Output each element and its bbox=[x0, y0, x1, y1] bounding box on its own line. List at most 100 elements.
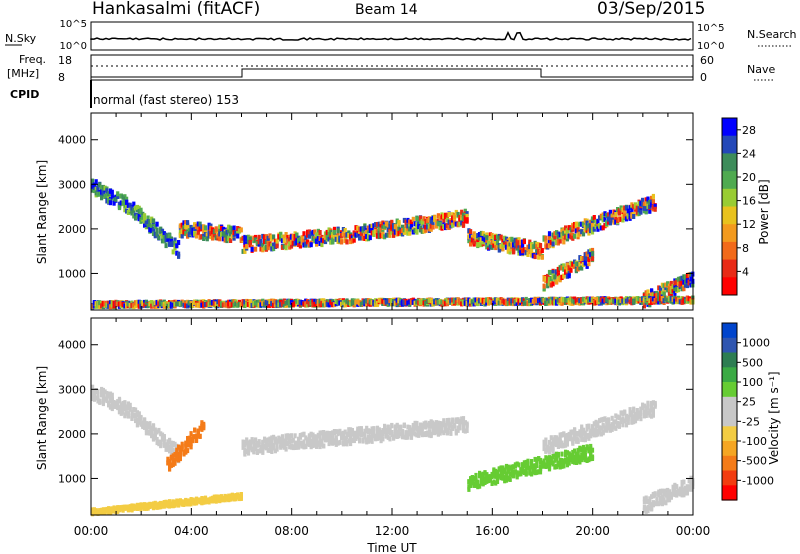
scatter-cell bbox=[223, 302, 227, 308]
scatter-cell bbox=[220, 226, 224, 231]
scatter-cell bbox=[678, 486, 682, 492]
scatter-cell bbox=[205, 232, 209, 238]
scatter-cell bbox=[499, 465, 503, 471]
scatter-cell bbox=[411, 229, 415, 235]
scatter-cell bbox=[562, 236, 566, 241]
scatter-cell bbox=[633, 412, 638, 418]
scatter-cell bbox=[547, 280, 552, 286]
colorbar-tick-label: 28 bbox=[742, 124, 756, 137]
scatter-cell bbox=[379, 227, 383, 233]
scatter-cell bbox=[504, 236, 509, 242]
scatter-cell bbox=[323, 437, 328, 443]
scatter-cell bbox=[404, 434, 408, 440]
scatter-cell bbox=[366, 428, 371, 434]
scatter-cell bbox=[444, 301, 448, 307]
scatter-cell bbox=[608, 427, 612, 433]
scatter-cell bbox=[415, 225, 419, 231]
scatter-cell bbox=[386, 301, 390, 307]
scatter-cell bbox=[411, 426, 415, 431]
scatter-cell bbox=[644, 209, 648, 215]
scatter-cell bbox=[546, 457, 550, 463]
scatter-cell bbox=[135, 214, 139, 220]
scatter-cell bbox=[422, 216, 426, 222]
scatter-cell bbox=[594, 219, 598, 225]
scatter-cell bbox=[621, 213, 625, 219]
scatter-cell bbox=[578, 261, 582, 267]
scatter-cell bbox=[653, 203, 657, 209]
scatter-cell bbox=[564, 433, 568, 439]
scatter-cell bbox=[467, 238, 471, 244]
scatter-cell bbox=[375, 233, 380, 239]
scatter-cell bbox=[243, 447, 247, 453]
scatter-cell bbox=[544, 301, 548, 306]
scatter-cell bbox=[404, 431, 408, 437]
scatter-cell bbox=[184, 440, 188, 446]
scatter-cell bbox=[289, 299, 294, 305]
scatter-cell bbox=[96, 191, 100, 197]
scatter-cell bbox=[291, 240, 295, 246]
scatter-cell bbox=[322, 298, 326, 304]
scatter-cell bbox=[424, 432, 428, 438]
scatter-cell bbox=[657, 285, 661, 291]
scatter-cell bbox=[263, 245, 267, 251]
scatter-cell bbox=[456, 427, 460, 433]
scatter-cell bbox=[155, 231, 159, 237]
scatter-cell bbox=[630, 202, 634, 208]
scatter-cell bbox=[642, 499, 646, 505]
scatter-cell bbox=[567, 457, 571, 463]
scatter-cell bbox=[177, 444, 181, 450]
scatter-cell bbox=[494, 234, 498, 240]
scatter-cell bbox=[467, 300, 471, 306]
scatter-cell bbox=[180, 233, 184, 239]
scatter-cell bbox=[110, 300, 114, 306]
scatter-cell bbox=[230, 302, 234, 308]
scatter-cell bbox=[196, 302, 200, 308]
scatter-cell bbox=[420, 299, 424, 305]
scatter-cell bbox=[560, 233, 564, 239]
scatter-cell bbox=[576, 431, 580, 436]
scatter-cell bbox=[207, 224, 211, 230]
scatter-cell bbox=[282, 243, 286, 249]
scatter-cell bbox=[243, 248, 247, 254]
scatter-cell bbox=[284, 232, 288, 237]
scatter-cell bbox=[103, 185, 107, 191]
scatter-cell bbox=[150, 433, 154, 439]
scatter-cell bbox=[139, 415, 143, 421]
scatter-cell bbox=[329, 233, 333, 239]
scatter-cell bbox=[680, 482, 684, 488]
scatter-cell bbox=[180, 222, 184, 228]
scatter-cell bbox=[689, 271, 693, 277]
scatter-cell bbox=[354, 225, 358, 231]
scatter-cell bbox=[370, 230, 374, 236]
scatter-cell bbox=[558, 298, 562, 303]
scatter-cell bbox=[667, 497, 672, 503]
scatter-cell bbox=[492, 234, 496, 240]
scatter-cell bbox=[121, 409, 125, 415]
scatter-cell bbox=[141, 423, 145, 428]
scatter-cell bbox=[392, 435, 396, 441]
scatter-cell bbox=[556, 444, 560, 449]
scatter-cell bbox=[461, 427, 466, 433]
scatter-cell bbox=[383, 224, 387, 230]
scatter-cell bbox=[363, 225, 367, 231]
scatter-cell bbox=[676, 488, 681, 494]
colorbar-segment bbox=[722, 171, 737, 190]
scatter-cell bbox=[393, 430, 397, 436]
scatter-cell bbox=[632, 406, 636, 412]
scatter-cell bbox=[564, 266, 568, 272]
scatter-cell bbox=[562, 458, 566, 464]
scatter-cell bbox=[560, 275, 564, 280]
scatter-cell bbox=[100, 392, 104, 398]
scatter-cell bbox=[372, 428, 376, 434]
scatter-cell bbox=[114, 196, 118, 202]
scatter-cell bbox=[96, 186, 100, 192]
scatter-cell bbox=[503, 235, 507, 241]
scatter-cell bbox=[229, 225, 233, 231]
scatter-cell bbox=[671, 299, 675, 305]
scatter-cell bbox=[599, 225, 603, 231]
y-tick-label: 3000 bbox=[58, 178, 86, 191]
scatter-cell bbox=[246, 301, 251, 307]
scatter-cell bbox=[621, 298, 625, 304]
scatter-cell bbox=[189, 224, 193, 230]
scatter-cell bbox=[241, 444, 245, 450]
